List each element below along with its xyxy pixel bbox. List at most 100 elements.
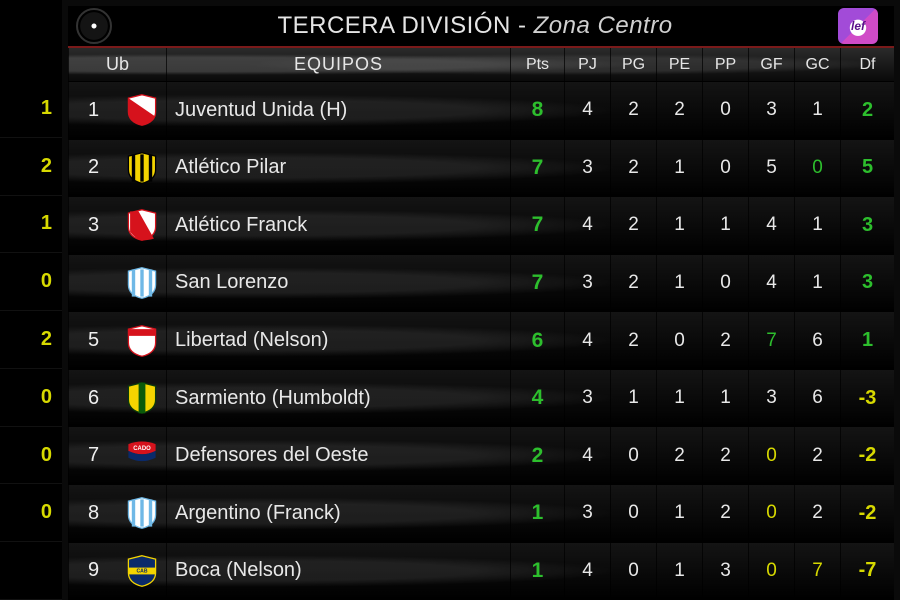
cell-position: 9 xyxy=(68,543,118,600)
cell-won: 2 xyxy=(610,255,656,312)
cell-played: 3 xyxy=(564,140,610,197)
cell-goals-for: 4 xyxy=(748,255,794,312)
cell-drawn: 1 xyxy=(656,255,702,312)
cell-team: Libertad (Nelson) xyxy=(166,312,510,369)
cell-position: 6 xyxy=(68,370,118,427)
cell-team: Defensores del Oeste xyxy=(166,427,510,484)
cell-diff: -2 xyxy=(840,427,894,484)
title-main: TERCERA DIVISIÓN xyxy=(277,12,510,39)
title-sub: Zona Centro xyxy=(534,12,673,39)
team-crest-icon xyxy=(118,312,166,369)
cell-drawn: 1 xyxy=(656,370,702,427)
header-position: Ub xyxy=(68,48,166,81)
page-title: TERCERA DIVISIÓN - Zona Centro xyxy=(128,12,822,40)
cell-points: 1 xyxy=(510,485,564,542)
svg-text:CADO: CADO xyxy=(133,446,151,452)
cell-drawn: 1 xyxy=(656,543,702,600)
cell-goals-for: 4 xyxy=(748,197,794,254)
cell-team: San Lorenzo xyxy=(166,255,510,312)
table-row: 7CADODefensores del Oeste2402202-2 xyxy=(68,427,894,485)
cell-position xyxy=(68,255,118,312)
cell-goals-against: 6 xyxy=(794,312,840,369)
team-crest-icon xyxy=(118,485,166,542)
cell-team: Argentino (Franck) xyxy=(166,485,510,542)
team-crest-icon: CADO xyxy=(118,427,166,484)
cell-points: 7 xyxy=(510,140,564,197)
header-points: Pts xyxy=(510,48,564,81)
cell-played: 4 xyxy=(564,312,610,369)
left-strip-value: 1 xyxy=(0,196,62,254)
cell-diff: 5 xyxy=(840,140,894,197)
cell-goals-against: 1 xyxy=(794,197,840,254)
cell-lost: 1 xyxy=(702,197,748,254)
cell-goals-for: 0 xyxy=(748,427,794,484)
table-row: 5Libertad (Nelson)64202761 xyxy=(68,312,894,370)
team-crest-icon xyxy=(118,140,166,197)
header-won: PG xyxy=(610,48,656,81)
svg-text:CAB: CAB xyxy=(136,568,147,574)
cell-goals-against: 1 xyxy=(794,82,840,139)
header-diff: Df xyxy=(840,48,894,81)
cell-position: 8 xyxy=(68,485,118,542)
header-team: EQUIPOS xyxy=(166,48,510,81)
cell-played: 3 xyxy=(564,485,610,542)
header-goals-for: GF xyxy=(748,48,794,81)
cell-won: 0 xyxy=(610,427,656,484)
cell-diff: 2 xyxy=(840,82,894,139)
left-strip-value: 2 xyxy=(0,138,62,196)
table-body: 1Juventud Unida (H)842203122Atlético Pil… xyxy=(68,82,894,600)
header-lost: PP xyxy=(702,48,748,81)
cell-goals-against: 0 xyxy=(794,140,840,197)
cell-points: 4 xyxy=(510,370,564,427)
cell-lost: 2 xyxy=(702,427,748,484)
federation-logo-icon: lef xyxy=(838,8,878,44)
cell-position: 7 xyxy=(68,427,118,484)
table-row: 2Atlético Pilar73210505 xyxy=(68,140,894,198)
table-row: 9CABBoca (Nelson)1401307-7 xyxy=(68,543,894,600)
title-bar: TERCERA DIVISIÓN - Zona Centro lef xyxy=(68,6,894,48)
table-row: San Lorenzo73210413 xyxy=(68,255,894,313)
cell-won: 2 xyxy=(610,312,656,369)
cell-points: 8 xyxy=(510,82,564,139)
cell-team: Sarmiento (Humboldt) xyxy=(166,370,510,427)
cell-points: 1 xyxy=(510,543,564,600)
cell-diff: -3 xyxy=(840,370,894,427)
standings-widget: 12102000 TERCERA DIVISIÓN - Zona Centro … xyxy=(0,0,900,600)
cell-drawn: 0 xyxy=(656,312,702,369)
cell-lost: 2 xyxy=(702,312,748,369)
cell-won: 2 xyxy=(610,82,656,139)
league-logo-icon xyxy=(76,8,112,44)
header-played: PJ xyxy=(564,48,610,81)
cell-played: 4 xyxy=(564,197,610,254)
team-crest-icon xyxy=(118,197,166,254)
cell-goals-against: 6 xyxy=(794,370,840,427)
cell-played: 3 xyxy=(564,255,610,312)
cell-lost: 3 xyxy=(702,543,748,600)
left-strip-value: 0 xyxy=(0,369,62,427)
header-goals-against: GC xyxy=(794,48,840,81)
cell-goals-for: 0 xyxy=(748,485,794,542)
header-drawn: PE xyxy=(656,48,702,81)
table-row: 3Atlético Franck74211413 xyxy=(68,197,894,255)
cell-position: 2 xyxy=(68,140,118,197)
cell-team: Juventud Unida (H) xyxy=(166,82,510,139)
cell-won: 0 xyxy=(610,543,656,600)
team-crest-icon xyxy=(118,82,166,139)
cell-lost: 0 xyxy=(702,140,748,197)
team-crest-icon xyxy=(118,370,166,427)
cell-goals-against: 2 xyxy=(794,427,840,484)
cell-position: 3 xyxy=(68,197,118,254)
cell-diff: -7 xyxy=(840,543,894,600)
cell-diff: 1 xyxy=(840,312,894,369)
cell-lost: 0 xyxy=(702,255,748,312)
cell-lost: 1 xyxy=(702,370,748,427)
cell-played: 4 xyxy=(564,543,610,600)
cell-won: 0 xyxy=(610,485,656,542)
table-row: 8Argentino (Franck)1301202-2 xyxy=(68,485,894,543)
cell-position: 1 xyxy=(68,82,118,139)
cell-goals-for: 3 xyxy=(748,370,794,427)
team-crest-icon xyxy=(118,255,166,312)
cell-goals-for: 3 xyxy=(748,82,794,139)
cell-goals-for: 0 xyxy=(748,543,794,600)
left-strip-value: 1 xyxy=(0,80,62,138)
